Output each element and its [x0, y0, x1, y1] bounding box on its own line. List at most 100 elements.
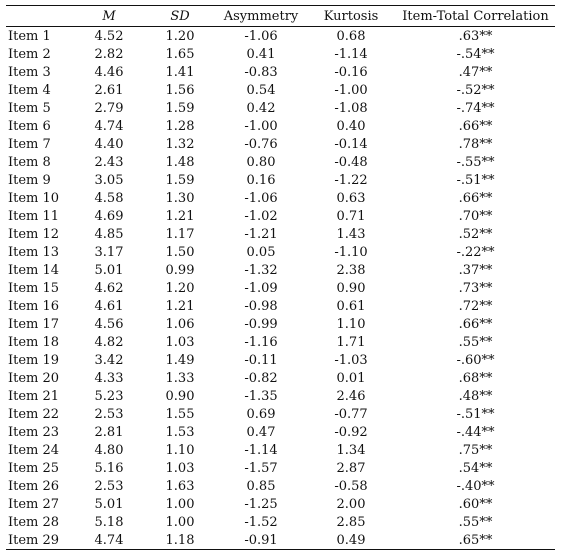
table-row: Item 27 5.01 1.00 -1.25 2.00 .60**	[6, 495, 555, 513]
sd-value: 1.18	[165, 532, 195, 548]
mean-value: 4.74	[94, 118, 124, 134]
table-row: Item 14 5.01 0.99 -1.32 2.38 .37**	[6, 261, 555, 279]
item-label: Item 28	[8, 514, 60, 530]
item-total-correlation-value: -.44**	[456, 424, 495, 440]
table-row: Item 1 4.52 1.20 -1.06 0.68 .63**	[6, 27, 555, 46]
kurtosis-value: 0.63	[336, 190, 366, 206]
kurtosis-value: -1.00	[334, 82, 368, 98]
item-label: Item 19	[8, 352, 60, 368]
kurtosis-value: -1.08	[334, 100, 368, 116]
asymmetry-value: -0.83	[244, 64, 278, 80]
item-total-correlation-value: .73**	[458, 280, 493, 296]
item-total-correlation-value: .78**	[458, 136, 493, 152]
table-row: Item 4 2.61 1.56 0.54 -1.00 -.52**	[6, 81, 555, 99]
header-item-total-correlation: Item-Total Correlation	[402, 8, 549, 24]
kurtosis-value: 0.68	[336, 28, 366, 44]
item-total-correlation-value: -.60**	[456, 352, 495, 368]
mean-value: 2.82	[94, 46, 124, 62]
mean-value: 2.43	[94, 154, 124, 170]
header-row: M SD Asymmetry Kurtosis Item-Total Corre…	[6, 5, 555, 27]
asymmetry-value: 0.42	[246, 100, 276, 116]
asymmetry-value: -1.14	[244, 442, 278, 458]
table-row: Item 17 4.56 1.06 -0.99 1.10 .66**	[6, 315, 555, 333]
asymmetry-value: -1.16	[244, 334, 278, 350]
kurtosis-value: 0.49	[336, 532, 366, 548]
asymmetry-value: 0.80	[246, 154, 276, 170]
mean-value: 5.01	[94, 262, 124, 278]
item-label: Item 21	[8, 388, 60, 404]
sd-value: 0.99	[165, 262, 195, 278]
item-total-correlation-value: .66**	[458, 316, 493, 332]
sd-value: 1.21	[165, 298, 195, 314]
mean-value: 4.52	[94, 28, 124, 44]
table-row: Item 19 3.42 1.49 -0.11 -1.03 -.60**	[6, 351, 555, 369]
mean-value: 5.23	[94, 388, 124, 404]
mean-value: 4.61	[94, 298, 124, 314]
asymmetry-value: -1.09	[244, 280, 278, 296]
item-label: Item 9	[8, 172, 51, 188]
kurtosis-value: 0.90	[336, 280, 366, 296]
table-row: Item 15 4.62 1.20 -1.09 0.90 .73**	[6, 279, 555, 297]
table-row: Item 20 4.33 1.33 -0.82 0.01 .68**	[6, 369, 555, 387]
item-label: Item 4	[8, 82, 51, 98]
mean-value: 3.42	[94, 352, 124, 368]
item-label: Item 13	[8, 244, 60, 260]
kurtosis-value: 1.34	[336, 442, 366, 458]
sd-value: 1.59	[165, 172, 195, 188]
item-total-correlation-value: .52**	[458, 226, 493, 242]
table-row: Item 10 4.58 1.30 -1.06 0.63 .66**	[6, 189, 555, 207]
item-total-correlation-value: .66**	[458, 118, 493, 134]
table-row: Item 7 4.40 1.32 -0.76 -0.14 .78**	[6, 135, 555, 153]
item-label: Item 26	[8, 478, 60, 494]
item-label: Item 7	[8, 136, 51, 152]
mean-value: 4.40	[94, 136, 124, 152]
item-label: Item 6	[8, 118, 51, 134]
kurtosis-value: -0.92	[334, 424, 368, 440]
mean-value: 2.81	[94, 424, 124, 440]
mean-value: 2.53	[94, 478, 124, 494]
header-item	[6, 6, 74, 27]
table-row: Item 22 2.53 1.55 0.69 -0.77 -.51**	[6, 405, 555, 423]
item-total-correlation-value: .75**	[458, 442, 493, 458]
sd-value: 1.00	[165, 514, 195, 530]
table-row: Item 6 4.74 1.28 -1.00 0.40 .66**	[6, 117, 555, 135]
item-total-correlation-value: .68**	[458, 370, 493, 386]
kurtosis-value: -1.10	[334, 244, 368, 260]
kurtosis-value: 1.43	[336, 226, 366, 242]
sd-value: 1.03	[165, 460, 195, 476]
table-row: Item 28 5.18 1.00 -1.52 2.85 .55**	[6, 513, 555, 531]
mean-value: 4.62	[94, 280, 124, 296]
item-total-correlation-value: -.55**	[456, 154, 495, 170]
kurtosis-value: 2.85	[336, 514, 366, 530]
mean-value: 4.58	[94, 190, 124, 206]
item-total-correlation-value: .65**	[458, 532, 493, 548]
table-row: Item 29 4.74 1.18 -0.91 0.49 .65**	[6, 531, 555, 550]
mean-value: 3.17	[94, 244, 124, 260]
item-label: Item 5	[8, 100, 51, 116]
kurtosis-value: -0.48	[334, 154, 368, 170]
sd-value: 1.59	[165, 100, 195, 116]
item-total-correlation-value: -.40**	[456, 478, 495, 494]
table-row: Item 18 4.82 1.03 -1.16 1.71 .55**	[6, 333, 555, 351]
header-sd: SD	[170, 8, 190, 24]
asymmetry-value: 0.05	[246, 244, 276, 260]
kurtosis-value: -0.16	[334, 64, 368, 80]
item-label: Item 20	[8, 370, 60, 386]
item-label: Item 14	[8, 262, 60, 278]
sd-value: 1.20	[165, 28, 195, 44]
asymmetry-value: -0.82	[244, 370, 278, 386]
asymmetry-value: -1.35	[244, 388, 278, 404]
table-body: Item 1 4.52 1.20 -1.06 0.68 .63** Item 2 2.82 1.…	[6, 27, 555, 550]
table-row: Item 5 2.79 1.59 0.42 -1.08 -.74**	[6, 99, 555, 117]
item-label: Item 29	[8, 532, 60, 548]
item-total-correlation-value: -.54**	[456, 46, 495, 62]
mean-value: 4.80	[94, 442, 124, 458]
item-total-correlation-value: -.74**	[456, 100, 495, 116]
sd-value: 1.55	[165, 406, 195, 422]
table-row: Item 25 5.16 1.03 -1.57 2.87 .54**	[6, 459, 555, 477]
kurtosis-value: -1.22	[334, 172, 368, 188]
sd-value: 1.10	[165, 442, 195, 458]
asymmetry-value: -1.06	[244, 190, 278, 206]
asymmetry-value: -1.06	[244, 28, 278, 44]
